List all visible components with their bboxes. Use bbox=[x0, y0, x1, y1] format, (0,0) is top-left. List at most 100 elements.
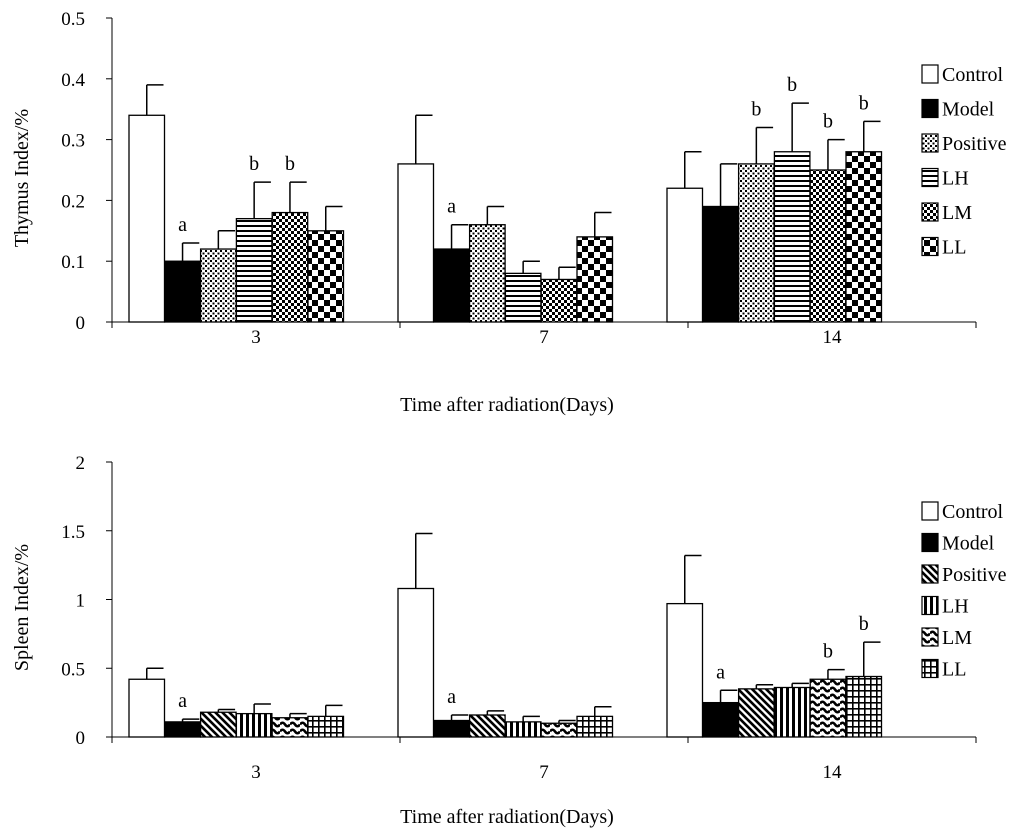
spleen-legend: Control Model Positive LH LM LL bbox=[921, 501, 1007, 681]
bar-positive-day-7 bbox=[468, 714, 506, 738]
y-tick-label: 2 bbox=[76, 453, 86, 474]
significance-label: b bbox=[751, 98, 761, 120]
bar-control-day-7 bbox=[397, 587, 435, 738]
legend-label: LH bbox=[942, 168, 969, 190]
bar-lm-day-14 bbox=[809, 169, 847, 323]
thymus-chart: 0 0.1 0.2 0.3 0.4 0.5 3 7 14 Time after radiation… bbox=[11, 9, 1007, 416]
bar-model-day-14 bbox=[702, 701, 739, 738]
legend-label: Positive bbox=[942, 564, 1007, 586]
significance-label: a bbox=[178, 214, 187, 236]
legend-swatch bbox=[921, 98, 939, 119]
legend-swatch bbox=[921, 202, 939, 222]
y-tick-label: 1 bbox=[76, 591, 86, 612]
bar-control-day-7 bbox=[397, 163, 435, 323]
y-tick-label: 0.1 bbox=[61, 252, 85, 273]
x-tick-label: 7 bbox=[539, 762, 549, 783]
legend-label: Model bbox=[942, 533, 995, 555]
bar-lm-day-7 bbox=[540, 722, 578, 738]
legend-label: Positive bbox=[942, 133, 1007, 155]
legend-swatch bbox=[921, 658, 939, 679]
bar-lh-day-14 bbox=[773, 686, 811, 738]
legend-swatch bbox=[921, 167, 939, 188]
x-axis-title: Time after radiation(Days) bbox=[400, 394, 614, 416]
bar-model-day-14 bbox=[702, 205, 739, 323]
legend-swatch bbox=[921, 133, 939, 153]
legend-label: LL bbox=[942, 237, 966, 259]
significance-label: b bbox=[859, 92, 869, 114]
legend-label: Control bbox=[942, 501, 1004, 523]
x-tick-label: 3 bbox=[251, 762, 261, 783]
significance-label: a bbox=[447, 196, 456, 218]
y-tick-label: 0.5 bbox=[61, 659, 85, 680]
bar-lm-day-7 bbox=[540, 278, 578, 323]
bar-control-day-3 bbox=[128, 114, 166, 323]
bar-ll-day-3 bbox=[307, 230, 345, 323]
bar-lm-day-3 bbox=[271, 211, 309, 323]
legend-swatch bbox=[921, 64, 939, 84]
bar-lh-day-14 bbox=[773, 151, 811, 323]
legend-label: LH bbox=[942, 596, 969, 618]
significance-label: b bbox=[787, 74, 797, 96]
bar-model-day-7 bbox=[433, 719, 470, 738]
significance-label: b bbox=[285, 153, 295, 175]
legend-label: Model bbox=[942, 99, 995, 121]
y-axis-title: Thymus Index/% bbox=[11, 109, 33, 247]
significance-label: b bbox=[249, 153, 259, 175]
thymus-legend: Control Model Positive LH LM LL bbox=[921, 64, 1007, 259]
x-tick-label: 7 bbox=[539, 327, 549, 348]
legend-swatch bbox=[921, 564, 939, 584]
bar-control-day-14 bbox=[666, 187, 704, 323]
y-tick-label: 0.3 bbox=[61, 131, 85, 152]
legend-swatch bbox=[921, 627, 939, 647]
bar-ll-day-7 bbox=[576, 715, 614, 738]
significance-label: a bbox=[447, 686, 456, 708]
legend-label: LM bbox=[942, 202, 972, 224]
bar-control-day-3 bbox=[128, 678, 166, 738]
bar-ll-day-7 bbox=[576, 236, 614, 323]
bar-control-day-14 bbox=[666, 602, 704, 738]
spleen-chart: 0 0.5 1 1.5 2 3 7 14 Time after radiation(Days) S… bbox=[11, 453, 1007, 828]
legend-label: LL bbox=[942, 659, 966, 681]
x-tick-label: 3 bbox=[251, 327, 261, 348]
bar-positive-day-3 bbox=[199, 711, 237, 738]
bar-lh-day-7 bbox=[504, 272, 542, 323]
legend-swatch bbox=[921, 532, 939, 553]
bar-positive-day-14 bbox=[737, 163, 775, 323]
legend-swatch bbox=[921, 236, 939, 257]
y-axis-title: Spleen Index/% bbox=[11, 544, 33, 671]
x-axis-title: Time after radiation(Days) bbox=[400, 806, 614, 828]
legend-swatch bbox=[921, 595, 939, 616]
significance-label: a bbox=[716, 661, 725, 683]
bar-positive-day-3 bbox=[199, 248, 237, 323]
legend-label: Control bbox=[942, 64, 1004, 86]
bar-model-day-3 bbox=[164, 721, 201, 738]
y-tick-label: 0.2 bbox=[61, 191, 85, 212]
bar-positive-day-14 bbox=[737, 688, 775, 738]
bar-model-day-7 bbox=[433, 248, 470, 323]
significance-label: b bbox=[859, 613, 869, 635]
bar-ll-day-3 bbox=[307, 715, 345, 738]
bar-model-day-3 bbox=[164, 260, 201, 323]
bar-lh-day-3 bbox=[235, 712, 273, 738]
significance-label: b bbox=[823, 641, 833, 663]
legend-label: LM bbox=[942, 627, 972, 649]
x-tick-label: 14 bbox=[823, 327, 843, 348]
bar-lm-day-14 bbox=[809, 678, 847, 738]
y-tick-label: 1.5 bbox=[61, 522, 85, 543]
x-tick-label: 14 bbox=[823, 762, 843, 783]
bar-ll-day-14 bbox=[845, 675, 883, 738]
bar-ll-day-14 bbox=[845, 151, 883, 323]
significance-label: a bbox=[178, 690, 187, 712]
y-tick-label: 0.5 bbox=[61, 9, 85, 30]
legend-swatch bbox=[921, 501, 939, 521]
bar-lh-day-7 bbox=[504, 721, 542, 738]
y-tick-label: 0 bbox=[76, 313, 86, 334]
bar-positive-day-7 bbox=[468, 224, 506, 323]
bar-lh-day-3 bbox=[235, 217, 273, 323]
y-tick-label: 0.4 bbox=[61, 70, 85, 91]
y-tick-label: 0 bbox=[76, 728, 86, 749]
bar-lm-day-3 bbox=[271, 717, 309, 738]
significance-label: b bbox=[823, 111, 833, 133]
